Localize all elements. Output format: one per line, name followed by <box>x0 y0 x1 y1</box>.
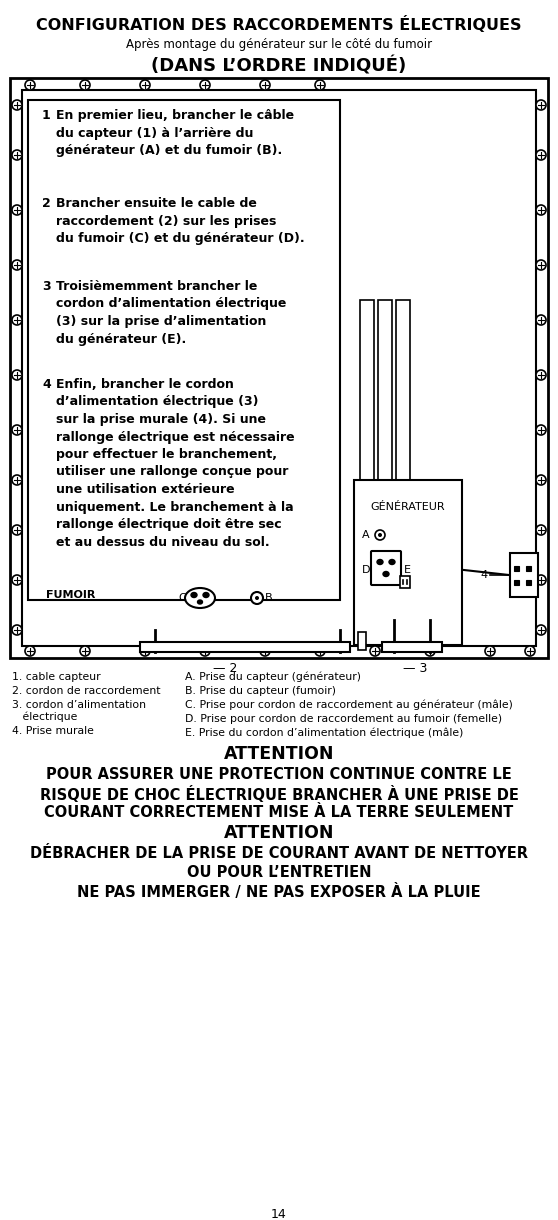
Circle shape <box>12 205 22 215</box>
Text: C: C <box>178 593 186 603</box>
Text: En premier lieu, brancher le câble
du capteur (1) à l’arrière du
générateur (A) : En premier lieu, brancher le câble du ca… <box>56 109 294 157</box>
Circle shape <box>536 370 546 379</box>
Bar <box>140 642 350 651</box>
Text: OU POUR L’ENTRETIEN: OU POUR L’ENTRETIEN <box>187 865 371 880</box>
Bar <box>514 566 519 571</box>
Text: CONFIGURATION DES RACCORDEMENTS ÉLECTRIQUES: CONFIGURATION DES RACCORDEMENTS ÉLECTRIQ… <box>36 16 522 33</box>
Circle shape <box>12 625 22 634</box>
Circle shape <box>536 475 546 486</box>
Circle shape <box>12 315 22 325</box>
Text: B: B <box>265 593 273 603</box>
Circle shape <box>251 592 263 604</box>
Circle shape <box>536 625 546 634</box>
Circle shape <box>200 81 210 90</box>
Text: Enfin, brancher le cordon
d’alimentation électrique (3)
sur la prise murale (4).: Enfin, brancher le cordon d’alimentation… <box>56 378 295 549</box>
Circle shape <box>12 475 22 486</box>
Text: POUR ASSURER UNE PROTECTION CONTINUE CONTRE LE: POUR ASSURER UNE PROTECTION CONTINUE CON… <box>46 767 512 782</box>
Circle shape <box>12 370 22 379</box>
Text: A. Prise du capteur (générateur): A. Prise du capteur (générateur) <box>185 672 361 682</box>
Bar <box>510 553 538 597</box>
Text: COURANT CORRECTEMENT MISE À LA TERRE SEULEMENT: COURANT CORRECTEMENT MISE À LA TERRE SEU… <box>45 805 513 820</box>
Bar <box>382 642 442 651</box>
Ellipse shape <box>198 600 203 604</box>
Bar <box>526 566 531 571</box>
Text: Brancher ensuite le cable de
raccordement (2) sur les prises
du fumoir (C) et du: Brancher ensuite le cable de raccordemen… <box>56 196 305 245</box>
Circle shape <box>260 647 270 656</box>
Circle shape <box>536 205 546 215</box>
Text: électrique: électrique <box>12 712 78 722</box>
Circle shape <box>485 647 495 656</box>
Circle shape <box>536 150 546 160</box>
Text: Après montage du générateur sur le côté du fumoir: Après montage du générateur sur le côté … <box>126 38 432 51</box>
Circle shape <box>315 81 325 90</box>
Circle shape <box>260 81 270 90</box>
Ellipse shape <box>185 588 215 608</box>
Text: FUMOIR: FUMOIR <box>46 590 95 600</box>
Circle shape <box>80 647 90 656</box>
Text: RISQUE DE CHOC ÉLECTRIQUE BRANCHER À UNE PRISE DE: RISQUE DE CHOC ÉLECTRIQUE BRANCHER À UNE… <box>40 786 518 803</box>
Ellipse shape <box>389 560 395 565</box>
Text: 2: 2 <box>42 196 51 210</box>
Circle shape <box>140 647 150 656</box>
Text: 2. cordon de raccordement: 2. cordon de raccordement <box>12 686 161 695</box>
Circle shape <box>375 529 385 540</box>
Circle shape <box>25 647 35 656</box>
Bar <box>360 300 374 479</box>
Text: 1. cable capteur: 1. cable capteur <box>12 672 100 682</box>
Circle shape <box>315 647 325 656</box>
Circle shape <box>12 425 22 436</box>
Circle shape <box>370 647 380 656</box>
Text: D: D <box>362 565 371 575</box>
Text: DÉBRACHER DE LA PRISE DE COURANT AVANT DE NETTOYER: DÉBRACHER DE LA PRISE DE COURANT AVANT D… <box>30 845 528 861</box>
Circle shape <box>12 150 22 160</box>
Text: GÉNÉRATEUR: GÉNÉRATEUR <box>371 501 445 512</box>
Text: 3. cordon d’alimentation: 3. cordon d’alimentation <box>12 700 146 710</box>
FancyBboxPatch shape <box>371 551 401 586</box>
Bar <box>22 90 536 647</box>
Text: E. Prise du cordon d’alimentation électrique (mâle): E. Prise du cordon d’alimentation électr… <box>185 728 463 738</box>
Text: 4. Prise murale: 4. Prise murale <box>12 726 94 736</box>
Text: — 2: — 2 <box>213 662 237 675</box>
Text: ATTENTION: ATTENTION <box>224 745 334 762</box>
Circle shape <box>12 260 22 270</box>
Text: D. Prise pour cordon de raccordement au fumoir (femelle): D. Prise pour cordon de raccordement au … <box>185 714 502 723</box>
Text: 4: 4 <box>42 378 51 390</box>
Circle shape <box>536 315 546 325</box>
Text: 3: 3 <box>42 281 51 293</box>
Text: ATTENTION: ATTENTION <box>224 824 334 842</box>
Text: A: A <box>362 529 369 540</box>
Circle shape <box>536 425 546 436</box>
Text: E: E <box>404 565 411 575</box>
Bar <box>396 300 410 479</box>
Bar <box>28 100 340 600</box>
Ellipse shape <box>203 593 209 598</box>
Circle shape <box>536 525 546 536</box>
Circle shape <box>525 647 535 656</box>
Text: (DANS L’ORDRE INDIQUÉ): (DANS L’ORDRE INDIQUÉ) <box>151 56 407 74</box>
Bar <box>400 576 410 588</box>
Circle shape <box>80 81 90 90</box>
Text: NE PAS IMMERGER / NE PAS EXPOSER À LA PLUIE: NE PAS IMMERGER / NE PAS EXPOSER À LA PL… <box>77 884 481 900</box>
Text: — 3: — 3 <box>403 662 427 675</box>
Ellipse shape <box>191 593 197 598</box>
Circle shape <box>378 533 382 537</box>
Circle shape <box>255 597 259 600</box>
Circle shape <box>25 81 35 90</box>
Bar <box>10 78 548 658</box>
Text: C. Prise pour cordon de raccordement au générateur (mâle): C. Prise pour cordon de raccordement au … <box>185 700 513 710</box>
Text: 4: 4 <box>481 570 488 580</box>
Circle shape <box>12 575 22 586</box>
Circle shape <box>140 81 150 90</box>
Ellipse shape <box>377 560 383 565</box>
Circle shape <box>200 647 210 656</box>
Circle shape <box>12 525 22 536</box>
Circle shape <box>536 575 546 586</box>
Bar <box>514 580 519 586</box>
Circle shape <box>536 100 546 110</box>
Text: B. Prise du capteur (fumoir): B. Prise du capteur (fumoir) <box>185 686 336 695</box>
Circle shape <box>536 260 546 270</box>
Bar <box>354 479 462 645</box>
Circle shape <box>12 100 22 110</box>
Text: Troisièmemment brancher le
cordon d’alimentation électrique
(3) sur la prise d’a: Troisièmemment brancher le cordon d’alim… <box>56 281 286 345</box>
Text: 1: 1 <box>42 109 51 122</box>
